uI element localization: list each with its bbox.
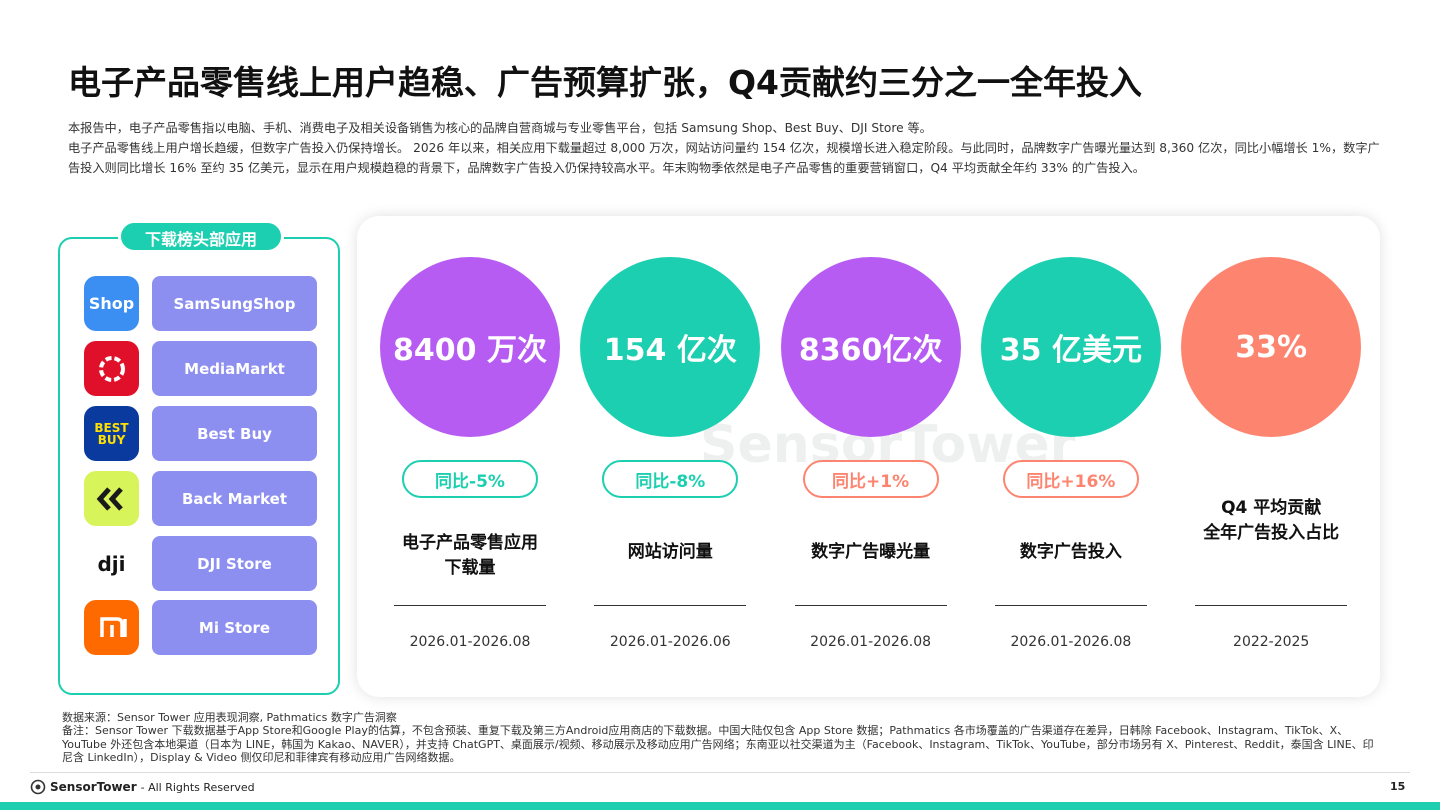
metric-label-line: 下载量 bbox=[444, 558, 496, 578]
app-name: MediaMarkt bbox=[152, 341, 317, 396]
app-logo bbox=[98, 355, 125, 382]
app-logo bbox=[99, 616, 127, 637]
intro-paragraph: 本报告中，电子产品零售指以电脑、手机、消费电子及相关设备销售为核心的品牌自营商城… bbox=[68, 121, 932, 135]
metric-value: 33% bbox=[1181, 257, 1362, 437]
bottom-bar bbox=[0, 802, 1440, 810]
metric-label-line: 数字广告曝光量 bbox=[811, 542, 931, 562]
intro: 本报告中，电子产品零售指以电脑、手机、消费电子及相关设备销售为核心的品牌自营商城… bbox=[68, 118, 1388, 178]
page-number: 15 bbox=[1390, 780, 1406, 793]
app-icon: dji bbox=[84, 536, 139, 591]
app-icon: BEST BUY bbox=[84, 406, 139, 461]
metric-label: 网站访问量 bbox=[570, 540, 770, 565]
app-name: SamSungShop bbox=[152, 276, 317, 331]
metric-change: 同比-8% bbox=[602, 460, 739, 498]
metric-rule bbox=[794, 605, 947, 606]
app-name: Best Buy bbox=[152, 406, 317, 461]
app-name: Back Market bbox=[152, 471, 317, 526]
metric-value: 8400 万次 bbox=[380, 257, 560, 437]
app-icon bbox=[84, 471, 139, 526]
app-icon bbox=[84, 600, 139, 655]
app-name: DJI Store bbox=[152, 536, 317, 591]
metric-period: 2022-2025 bbox=[1233, 634, 1310, 650]
metric-rule bbox=[994, 605, 1147, 606]
app-logo bbox=[96, 486, 123, 511]
metric-value: 35 亿美元 bbox=[980, 257, 1161, 437]
note: 备注：Sensor Tower 下载数据基于App Store和Google P… bbox=[62, 724, 1374, 765]
rights: - All Rights Reserved bbox=[140, 780, 255, 794]
metric-value: 8360亿次 bbox=[780, 257, 961, 437]
divider bbox=[30, 772, 1410, 773]
brand-logo bbox=[30, 779, 46, 795]
metric-label: 电子产品零售应用 下载量 bbox=[370, 531, 570, 581]
brand-name: SensorTower bbox=[50, 780, 137, 794]
app-icon: Shop bbox=[84, 276, 139, 331]
brand: SensorTower - All Rights Reserved bbox=[30, 779, 255, 795]
metric-rule bbox=[594, 605, 747, 606]
metric-label-line: Q4 平均贡献 bbox=[1221, 498, 1322, 518]
metric-label-line: 数字广告投入 bbox=[1019, 542, 1122, 562]
footnotes: 数据来源：Sensor Tower 应用表现洞察, Pathmatics 数字广… bbox=[62, 711, 1382, 765]
metric-change: 同比+16% bbox=[1002, 460, 1139, 498]
source: 数据来源：Sensor Tower 应用表现洞察, Pathmatics 数字广… bbox=[62, 711, 397, 724]
metric-change: 同比-5% bbox=[402, 460, 538, 498]
app-icon bbox=[84, 341, 139, 396]
title: 电子产品零售线上用户趋稳、广告预算扩张，Q4贡献约三分之一全年投入 bbox=[68, 63, 1143, 102]
app-name: Mi Store bbox=[152, 600, 317, 655]
metric-rule bbox=[394, 605, 546, 606]
metric-period: 2026.01-2026.08 bbox=[810, 634, 932, 650]
metric-change: 同比+1% bbox=[802, 460, 939, 498]
metric-period: 2026.01-2026.08 bbox=[1010, 634, 1132, 650]
metric-rule bbox=[1195, 605, 1348, 606]
metric-period: 2026.01-2026.08 bbox=[409, 634, 531, 650]
intro-paragraph: 电子产品零售线上用户增长趋缓，但数字广告投入仍保持增长。 2026 年以来，相关… bbox=[68, 141, 1380, 175]
metric-label-line: 网站访问量 bbox=[627, 542, 713, 562]
metric-label-line: 电子产品零售应用 bbox=[402, 533, 538, 553]
metric-label: 数字广告曝光量 bbox=[771, 540, 971, 565]
metric-label: Q4 平均贡献 全年广告投入占比 bbox=[1171, 496, 1371, 546]
metric-label: 数字广告投入 bbox=[971, 540, 1171, 565]
metric-value: 154 亿次 bbox=[580, 257, 761, 437]
metric-label-line: 全年广告投入占比 bbox=[1203, 523, 1340, 543]
apps-title: 下载榜头部应用 bbox=[118, 220, 284, 253]
metric-period: 2026.01-2026.06 bbox=[609, 634, 731, 650]
